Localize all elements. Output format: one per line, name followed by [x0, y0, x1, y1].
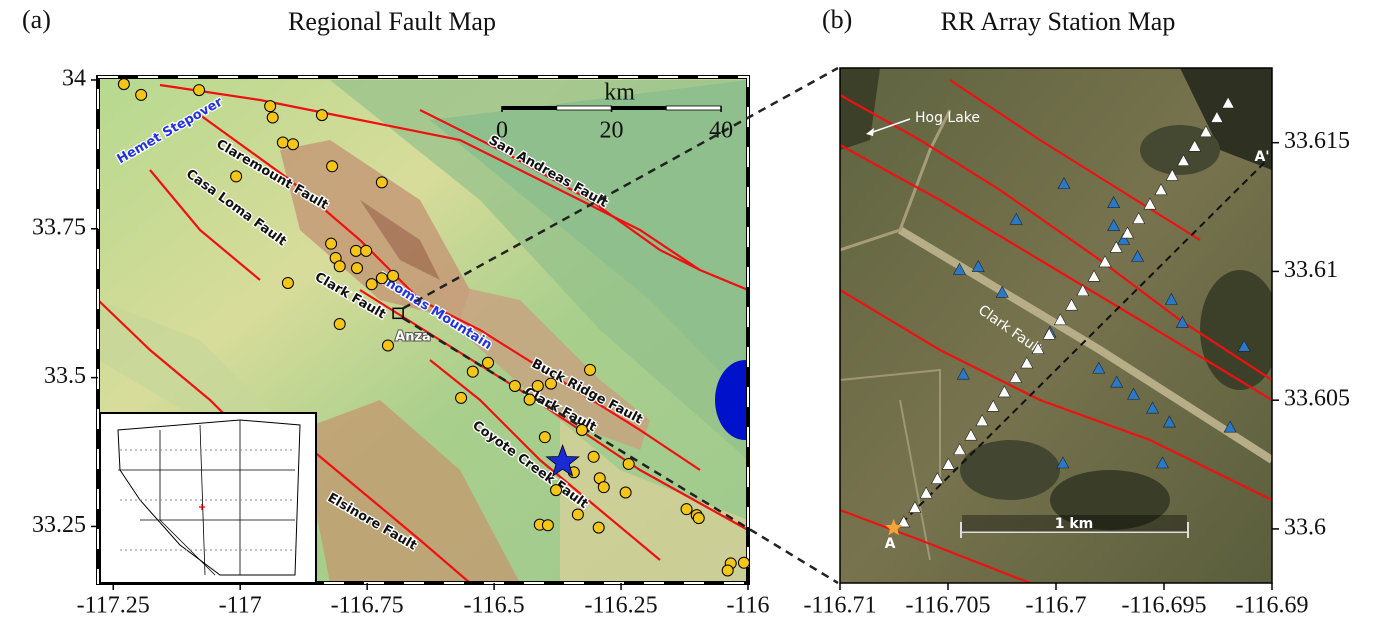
earthquake [282, 277, 293, 288]
x-tick-label: -116.69 [1235, 593, 1308, 619]
earthquake [722, 565, 733, 576]
earthquake [483, 357, 494, 368]
x-tick-label: -116.5 [464, 593, 525, 619]
x-tick-label: -116.25 [584, 593, 657, 619]
earthquake [620, 487, 631, 498]
earthquake [350, 245, 361, 256]
earthquake [351, 263, 362, 274]
satellite [840, 68, 1280, 583]
earthquake [316, 110, 327, 121]
earthquake [572, 509, 583, 520]
earthquake [623, 458, 634, 469]
inset-map [100, 413, 316, 583]
y-tick-label: 33.75 [32, 214, 86, 240]
panel-label: (b) [822, 5, 852, 34]
x-tick-label: -116 [726, 593, 769, 619]
town-label: Anza [395, 330, 431, 345]
earthquake [509, 380, 520, 391]
profile-end: A [885, 536, 896, 552]
y-tick-label: 33.615 [1284, 128, 1350, 154]
earthquake [326, 238, 337, 249]
earthquake [693, 513, 704, 524]
x-tick-label: -116.695 [1121, 593, 1206, 619]
earthquake [334, 319, 345, 330]
profile-end: A' [1254, 149, 1269, 165]
scale-label: 1 km [1055, 516, 1094, 532]
earthquake [598, 482, 609, 493]
earthquake [545, 378, 556, 389]
earthquake [467, 366, 478, 377]
x-tick-label: -117 [219, 593, 262, 619]
earthquake [593, 522, 604, 533]
earthquake [388, 270, 399, 281]
earthquake [327, 161, 338, 172]
y-tick-label: 33.61 [1284, 257, 1338, 283]
earthquake [576, 425, 587, 436]
earthquake [136, 89, 147, 100]
earthquake [361, 245, 372, 256]
y-tick-label: 33.605 [1284, 386, 1350, 412]
earthquake [681, 504, 692, 515]
place-label: Hog Lake [915, 110, 980, 126]
x-tick-label: -116.705 [905, 593, 990, 619]
earthquake [532, 380, 543, 391]
scale-unit: km [604, 80, 635, 106]
earthquake [265, 101, 276, 112]
panel-title: RR Array Station Map [941, 7, 1176, 36]
earthquake [588, 451, 599, 462]
earthquake [376, 177, 387, 188]
earthquake [366, 279, 377, 290]
earthquake [277, 137, 288, 148]
earthquake [267, 112, 278, 123]
figure: (a) Regional Fault Map (b) RR Array Stat… [0, 0, 1382, 623]
earthquake [738, 557, 749, 568]
y-tick-label: 33.6 [1284, 514, 1326, 540]
earthquake [334, 261, 345, 272]
earthquake [376, 273, 387, 284]
earthquake [551, 485, 562, 496]
earthquake [542, 520, 553, 531]
earthquake [382, 340, 393, 351]
x-tick-label: -117.25 [77, 593, 150, 619]
scale-tick-label: 0 [496, 118, 508, 144]
panel-label: (a) [22, 5, 51, 34]
x-tick-label: -116.75 [331, 593, 404, 619]
earthquake [118, 79, 129, 90]
y-tick-label: 34 [62, 65, 86, 91]
x-tick-label: -116.71 [803, 593, 876, 619]
earthquake [539, 432, 550, 443]
scale-segment [502, 106, 557, 110]
scale-tick-label: 20 [600, 118, 624, 144]
x-tick-label: -116.7 [1025, 593, 1086, 619]
earthquake [585, 364, 596, 375]
scale-segment [612, 106, 667, 110]
scale-segment [557, 106, 612, 110]
y-tick-label: 33.25 [32, 512, 86, 538]
earthquake [524, 394, 535, 405]
earthquake [456, 392, 467, 403]
earthquake [288, 139, 299, 150]
panel-title: Regional Fault Map [288, 7, 496, 36]
earthquake [231, 171, 242, 182]
scale-segment [666, 106, 721, 110]
y-tick-label: 33.5 [44, 363, 86, 389]
earthquake [194, 85, 205, 96]
scale-tick-label: 40 [709, 118, 733, 144]
